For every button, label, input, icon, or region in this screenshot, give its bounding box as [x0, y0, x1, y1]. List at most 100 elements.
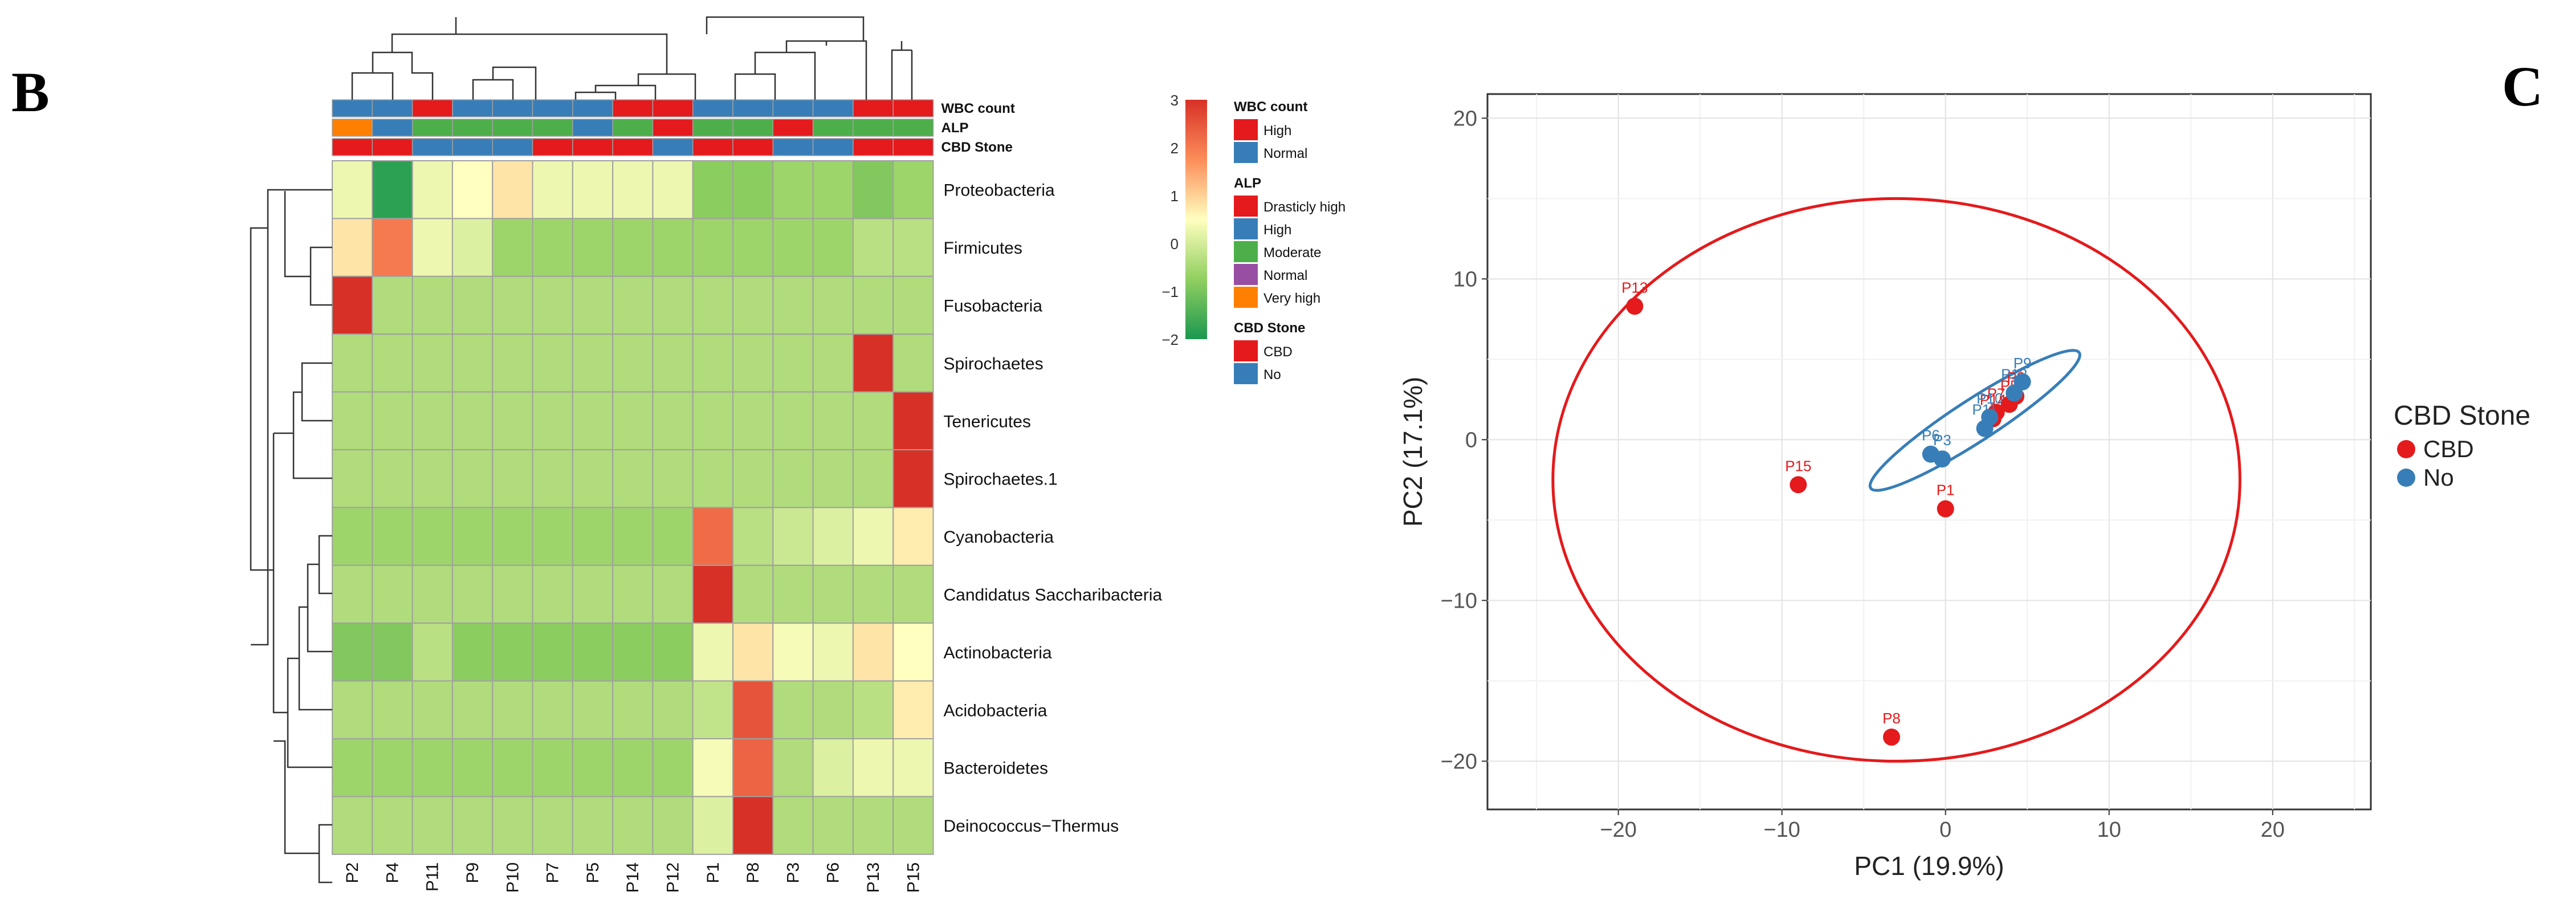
heatmap-cell: [892, 160, 934, 219]
legend-group-title: CBD Stone: [1234, 320, 1305, 336]
heatmap-cell: [532, 218, 573, 277]
x-tick-label: 20: [2261, 818, 2285, 842]
heatmap-cell: [612, 275, 654, 335]
heatmap-column-label: P10: [503, 862, 522, 893]
heatmap-cell: [451, 680, 494, 739]
annotation-cell: [332, 99, 373, 117]
heatmap-cell: [332, 738, 373, 797]
heatmap-cell: [692, 507, 733, 566]
heatmap-cell: [772, 680, 814, 739]
y-tick-label: −10: [1441, 589, 1477, 613]
heatmap-column-label: P11: [423, 862, 442, 892]
heatmap-column-label: P2: [343, 862, 362, 884]
heatmap-cell: [732, 796, 774, 855]
heatmap-cell: [332, 507, 373, 566]
heatmap-cell: [532, 333, 573, 393]
heatmap-cell: [332, 218, 373, 277]
annotation-cell: [452, 119, 493, 137]
heatmap-cell: [451, 449, 494, 508]
heatmap-cell: [852, 333, 894, 393]
heatmap-cell: [732, 449, 774, 508]
heatmap-cell: [852, 738, 894, 797]
annotation-cell: [772, 99, 814, 117]
heatmap-cell: [492, 449, 533, 508]
annotation-cell: [772, 138, 814, 156]
heatmap-cell: [732, 622, 774, 682]
annotation-cell: [652, 99, 694, 117]
heatmap-cell: [692, 564, 733, 624]
heatmap-cell: [572, 796, 614, 855]
heatmap-cell: [332, 449, 373, 508]
x-tick-label: 10: [2097, 818, 2121, 842]
point-p8: [1882, 728, 1900, 746]
annotation-track-label: WBC count: [941, 101, 1015, 116]
heatmap-column-label: P7: [544, 862, 563, 884]
heatmap-cell: [532, 796, 573, 855]
heatmap-cell: [411, 622, 453, 682]
annotation-cell: [692, 119, 733, 137]
legend-key-cbd: [2397, 440, 2415, 458]
heatmap-cell: [451, 275, 494, 335]
heatmap-column-label: P15: [904, 862, 923, 893]
heatmap-cell: [532, 564, 573, 624]
annotation-cell: [892, 138, 934, 156]
x-tick-label: 0: [1939, 818, 1951, 842]
heatmap-cell: [852, 449, 894, 508]
point-label: P6: [1922, 427, 1940, 444]
heatmap-cell: [772, 796, 814, 855]
heatmap-cell: [732, 160, 774, 219]
heatmap-cell: [892, 564, 934, 624]
heatmap-cell: [411, 564, 453, 624]
annotation-cell: [692, 138, 733, 156]
annotation-cell: [812, 119, 854, 137]
heatmap-cell: [612, 680, 654, 739]
heatmap-cell: [692, 449, 733, 508]
heatmap-cell: [652, 622, 694, 682]
annotation-cell: [772, 119, 814, 137]
heatmap-cell: [772, 564, 814, 624]
pca-scatter-chart: −20 −10 0 10 20 −20 −10 0 10 20 PC1 (19.9%) PC2 (17…: [1398, 93, 2530, 881]
heatmap-cell: [812, 333, 854, 393]
heatmap-row-label: Bacteroidetes: [944, 759, 1048, 778]
heatmap-row-label: Candidatus Saccharibacteria: [944, 586, 1163, 605]
point-p11: [1976, 420, 1994, 437]
annotation-cell: [853, 99, 894, 117]
heatmap-cell: [612, 796, 654, 855]
heatmap-cell: [812, 796, 854, 855]
heatmap-cell: [772, 333, 814, 393]
heatmap-cell: [612, 391, 654, 450]
heatmap-cell: [852, 275, 894, 335]
heatmap-column-label: P3: [784, 862, 802, 884]
annotation-cell: [411, 99, 453, 117]
legend-label: No: [2423, 464, 2454, 491]
legend-entry-label: CBD: [1263, 344, 1293, 360]
annotation-track-label: CBD Stone: [941, 140, 1013, 155]
heatmap-cell: [652, 218, 694, 277]
heatmap-cell: [692, 275, 733, 335]
legend-swatch: [1234, 340, 1258, 361]
legend-group-title: WBC count: [1234, 99, 1307, 115]
heatmap-cell: [772, 218, 814, 277]
color-scale-tick: 3: [1171, 92, 1179, 109]
annotation-cell: [532, 138, 573, 156]
annotation-cell: [372, 138, 413, 156]
heatmap-cell: [411, 507, 453, 566]
heatmap-row-label: Spirochaetes: [944, 355, 1044, 373]
point-p12: [2006, 384, 2023, 402]
heatmap-cell: [492, 333, 533, 393]
heatmap-cell: [692, 622, 733, 682]
legend-entry-label: High: [1263, 123, 1291, 139]
heatmap-cell: [572, 507, 614, 566]
heatmap-cell: [732, 218, 774, 277]
heatmap-cell: [532, 275, 573, 335]
legend-swatch: [1234, 119, 1258, 140]
annotation-cell: [732, 119, 774, 137]
color-scale-bar: [1185, 100, 1207, 339]
heatmap-cell: [812, 622, 854, 682]
heatmap-cell: [612, 622, 654, 682]
annotation-cell: [492, 138, 533, 156]
heatmap-cell: [892, 333, 934, 393]
annotation-cell: [411, 119, 453, 137]
heatmap-cell: [892, 449, 934, 508]
